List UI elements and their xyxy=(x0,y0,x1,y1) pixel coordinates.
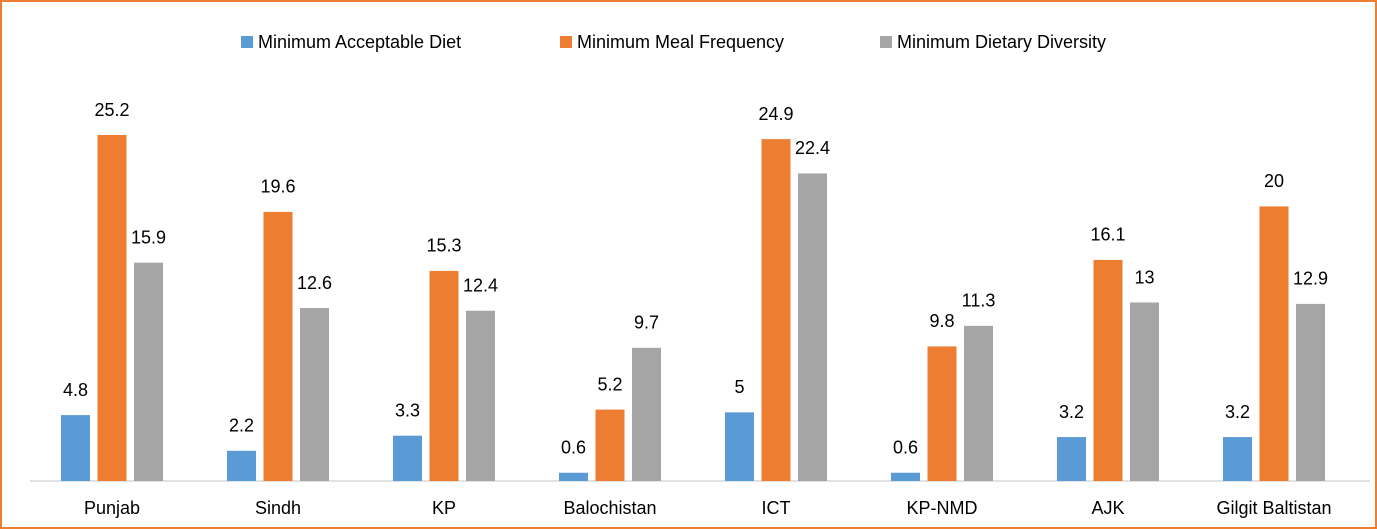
data-label: 25.2 xyxy=(94,100,129,120)
data-label: 20 xyxy=(1264,171,1284,191)
bar xyxy=(798,173,827,481)
bar xyxy=(466,310,495,481)
legend-label: Minimum Dietary Diversity xyxy=(897,32,1106,52)
bar xyxy=(964,325,993,481)
data-label: 12.6 xyxy=(297,273,332,293)
legend-label: Minimum Meal Frequency xyxy=(577,32,784,52)
x-tick-label: AJK xyxy=(1091,498,1124,518)
data-label: 4.8 xyxy=(63,380,88,400)
data-label: 12.4 xyxy=(463,275,498,295)
bar xyxy=(263,211,293,481)
legend-swatch xyxy=(880,36,892,48)
data-label: 12.9 xyxy=(1293,269,1328,289)
data-label: 15.9 xyxy=(131,227,166,247)
legend-label: Minimum Acceptable Diet xyxy=(258,32,461,52)
data-label: 24.9 xyxy=(758,104,793,124)
data-label: 3.3 xyxy=(395,400,420,420)
bar xyxy=(891,472,920,481)
bar xyxy=(429,270,459,481)
data-label: 3.2 xyxy=(1225,402,1250,422)
bar xyxy=(61,415,90,481)
data-label: 5 xyxy=(734,377,744,397)
data-label: 5.2 xyxy=(597,374,622,394)
bar xyxy=(1093,259,1123,481)
data-label: 2.2 xyxy=(229,416,254,436)
x-tick-label: KP-NMD xyxy=(907,498,978,518)
data-label: 15.3 xyxy=(426,236,461,256)
data-label: 22.4 xyxy=(795,138,830,158)
bar xyxy=(725,412,754,481)
x-tick-label: Punjab xyxy=(84,498,140,518)
legend-swatch xyxy=(241,36,253,48)
bar xyxy=(300,308,329,481)
bar xyxy=(595,409,625,481)
legend-swatch xyxy=(560,36,572,48)
bar xyxy=(1130,302,1159,481)
bar xyxy=(1057,437,1086,481)
bar xyxy=(1296,303,1325,481)
bar xyxy=(559,472,588,481)
x-tick-label: Balochistan xyxy=(563,498,656,518)
data-label: 11.3 xyxy=(962,291,996,311)
x-tick-label: Gilgit Baltistan xyxy=(1216,498,1331,518)
bar xyxy=(927,346,957,481)
data-label: 16.1 xyxy=(1090,225,1125,245)
bar xyxy=(761,139,791,482)
bar xyxy=(632,347,661,481)
x-tick-label: Sindh xyxy=(255,498,301,518)
x-tick-label: KP xyxy=(432,498,456,518)
bar xyxy=(134,262,163,481)
data-label: 19.6 xyxy=(260,177,295,197)
bar xyxy=(1259,206,1289,481)
data-label: 9.8 xyxy=(929,311,954,331)
data-label: 0.6 xyxy=(893,438,918,458)
data-label: 13 xyxy=(1134,267,1154,287)
bar xyxy=(227,450,256,481)
bar xyxy=(393,435,422,481)
data-label: 9.7 xyxy=(634,313,659,333)
x-tick-label: ICT xyxy=(762,498,791,518)
data-label: 0.6 xyxy=(561,438,586,458)
bar xyxy=(1223,437,1252,481)
data-label: 3.2 xyxy=(1059,402,1084,422)
bar xyxy=(97,135,127,481)
